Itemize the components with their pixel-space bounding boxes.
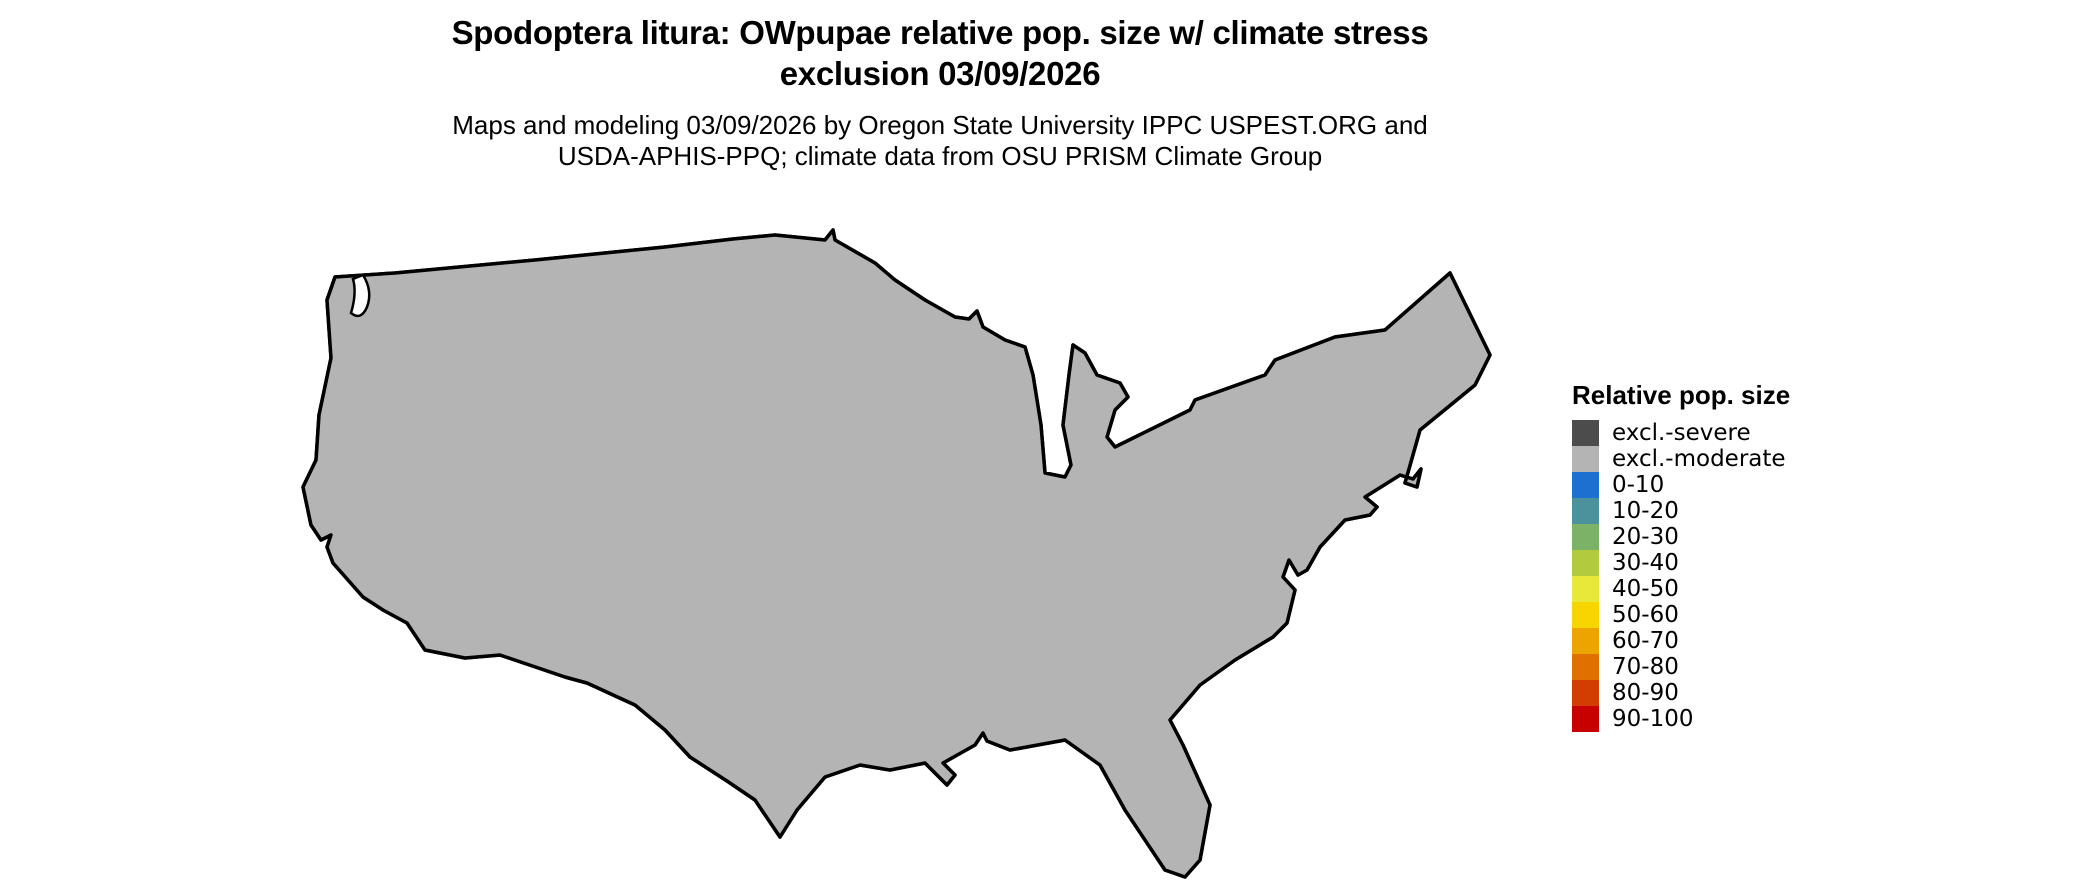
legend-swatch-50-60 [1572,602,1599,628]
legend-row: 80-90 [1572,680,1790,706]
legend-swatch-excl-severe [1572,420,1599,446]
legend-label: excl.-severe [1612,420,1751,446]
legend-row: 10-20 [1572,498,1790,524]
legend-row: 30-40 [1572,550,1790,576]
us-choropleth-map [235,225,1560,885]
legend-swatch-10-20 [1572,498,1599,524]
legend-swatch-0-10 [1572,472,1599,498]
legend-label: excl.-moderate [1612,446,1786,472]
legend-row: excl.-moderate [1572,446,1790,472]
legend-label: 20-30 [1612,524,1679,550]
legend-label: 90-100 [1612,706,1694,732]
legend-swatch-20-30 [1572,524,1599,550]
legend-label: 70-80 [1612,654,1679,680]
map-title: Spodoptera litura: OWpupae relative pop.… [0,12,1880,94]
map-subtitle: Maps and modeling 03/09/2026 by Oregon S… [0,110,1880,172]
map-title-line1: Spodoptera litura: OWpupae relative pop.… [451,14,1429,51]
legend-label: 10-20 [1612,498,1679,524]
legend-label: 50-60 [1612,602,1679,628]
map-subtitle-line2: USDA-APHIS-PPQ; climate data from OSU PR… [557,141,1323,171]
legend-swatch-30-40 [1572,550,1599,576]
legend-row: 0-10 [1572,472,1790,498]
legend-row: 40-50 [1572,576,1790,602]
legend-row: 50-60 [1572,602,1790,628]
us-map-svg [301,228,1492,879]
puget-sound [349,273,371,318]
legend-row: 90-100 [1572,706,1790,732]
legend-label: 0-10 [1612,472,1665,498]
legend: Relative pop. size excl.-severe excl.-mo… [1572,380,1790,732]
legend-row: 70-80 [1572,654,1790,680]
us-outline-stroke [301,228,1492,879]
legend-row: 20-30 [1572,524,1790,550]
legend-label: 30-40 [1612,550,1679,576]
legend-swatch-excl-moderate [1572,446,1599,472]
legend-row: excl.-severe [1572,420,1790,446]
legend-label: 60-70 [1612,628,1679,654]
legend-swatch-80-90 [1572,680,1599,706]
map-title-line2: exclusion 03/09/2026 [779,55,1101,92]
legend-swatch-60-70 [1572,628,1599,654]
legend-swatch-70-80 [1572,654,1599,680]
map-subtitle-line1: Maps and modeling 03/09/2026 by Oregon S… [452,110,1428,140]
legend-row: 60-70 [1572,628,1790,654]
legend-label: 40-50 [1612,576,1679,602]
legend-swatch-90-100 [1572,706,1599,732]
legend-title: Relative pop. size [1572,380,1791,410]
legend-swatch-40-50 [1572,576,1599,602]
legend-label: 80-90 [1612,680,1679,706]
